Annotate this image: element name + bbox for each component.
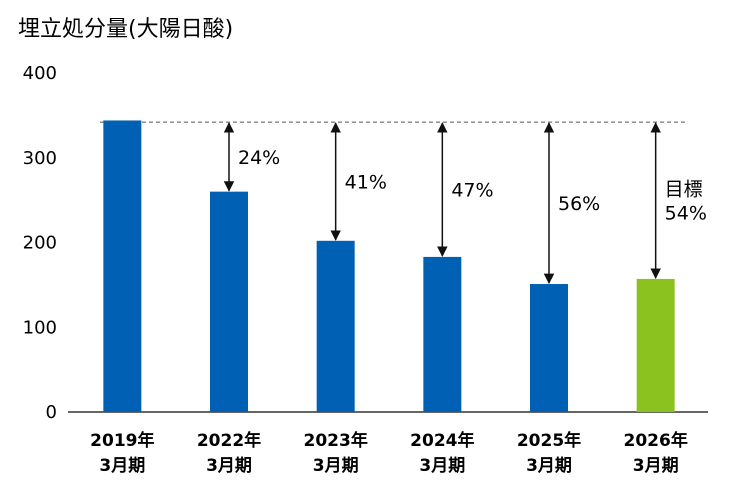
reduction-label: 24%: [238, 147, 280, 169]
bar-4: [530, 284, 568, 412]
reduction-label: 41%: [345, 171, 387, 193]
reduction-label: 目標: [665, 179, 703, 201]
y-tick-label: 100: [23, 317, 57, 338]
x-tick-label-month: 3月期: [526, 456, 572, 476]
y-tick-label: 300: [23, 148, 57, 169]
y-tick-label: 200: [23, 233, 57, 254]
x-tick-label-year: 2023年: [304, 430, 368, 451]
x-tick-label-month: 3月期: [313, 456, 359, 476]
x-tick-label-year: 2022年: [197, 430, 261, 451]
reduction-label: 54%: [665, 203, 707, 225]
chart-title: 埋立処分量(大陽日酸): [18, 17, 233, 42]
reduction-label: 47%: [451, 180, 493, 202]
reduction-arrows: [223, 122, 661, 285]
x-axis-ticks: 2019年 3月期 2022年 3月期 2023年 3月期 2024年 3月期 2025年 3月期…: [90, 430, 688, 476]
x-tick-label-year: 2025年: [517, 430, 581, 451]
y-tick-label: 400: [23, 63, 57, 84]
y-axis-ticks: 0 100 200 300 400: [23, 63, 57, 423]
x-tick-label-month: 3月期: [99, 456, 145, 476]
y-tick-label: 0: [46, 402, 57, 423]
x-tick-label-year: 2024年: [410, 430, 474, 451]
bars: [103, 120, 675, 413]
bar-3: [423, 256, 462, 412]
x-tick-label-month: 3月期: [206, 456, 252, 476]
x-tick-label-month: 3月期: [633, 456, 679, 476]
bar-0: [103, 120, 142, 413]
bar-2: [316, 240, 355, 412]
reduction-label: 56%: [558, 193, 600, 215]
x-tick-label-year: 2026年: [624, 430, 688, 451]
x-tick-label-year: 2019年: [90, 430, 154, 451]
x-tick-label-month: 3月期: [419, 456, 465, 476]
bar-5: [636, 278, 675, 412]
bar-1: [210, 191, 248, 412]
